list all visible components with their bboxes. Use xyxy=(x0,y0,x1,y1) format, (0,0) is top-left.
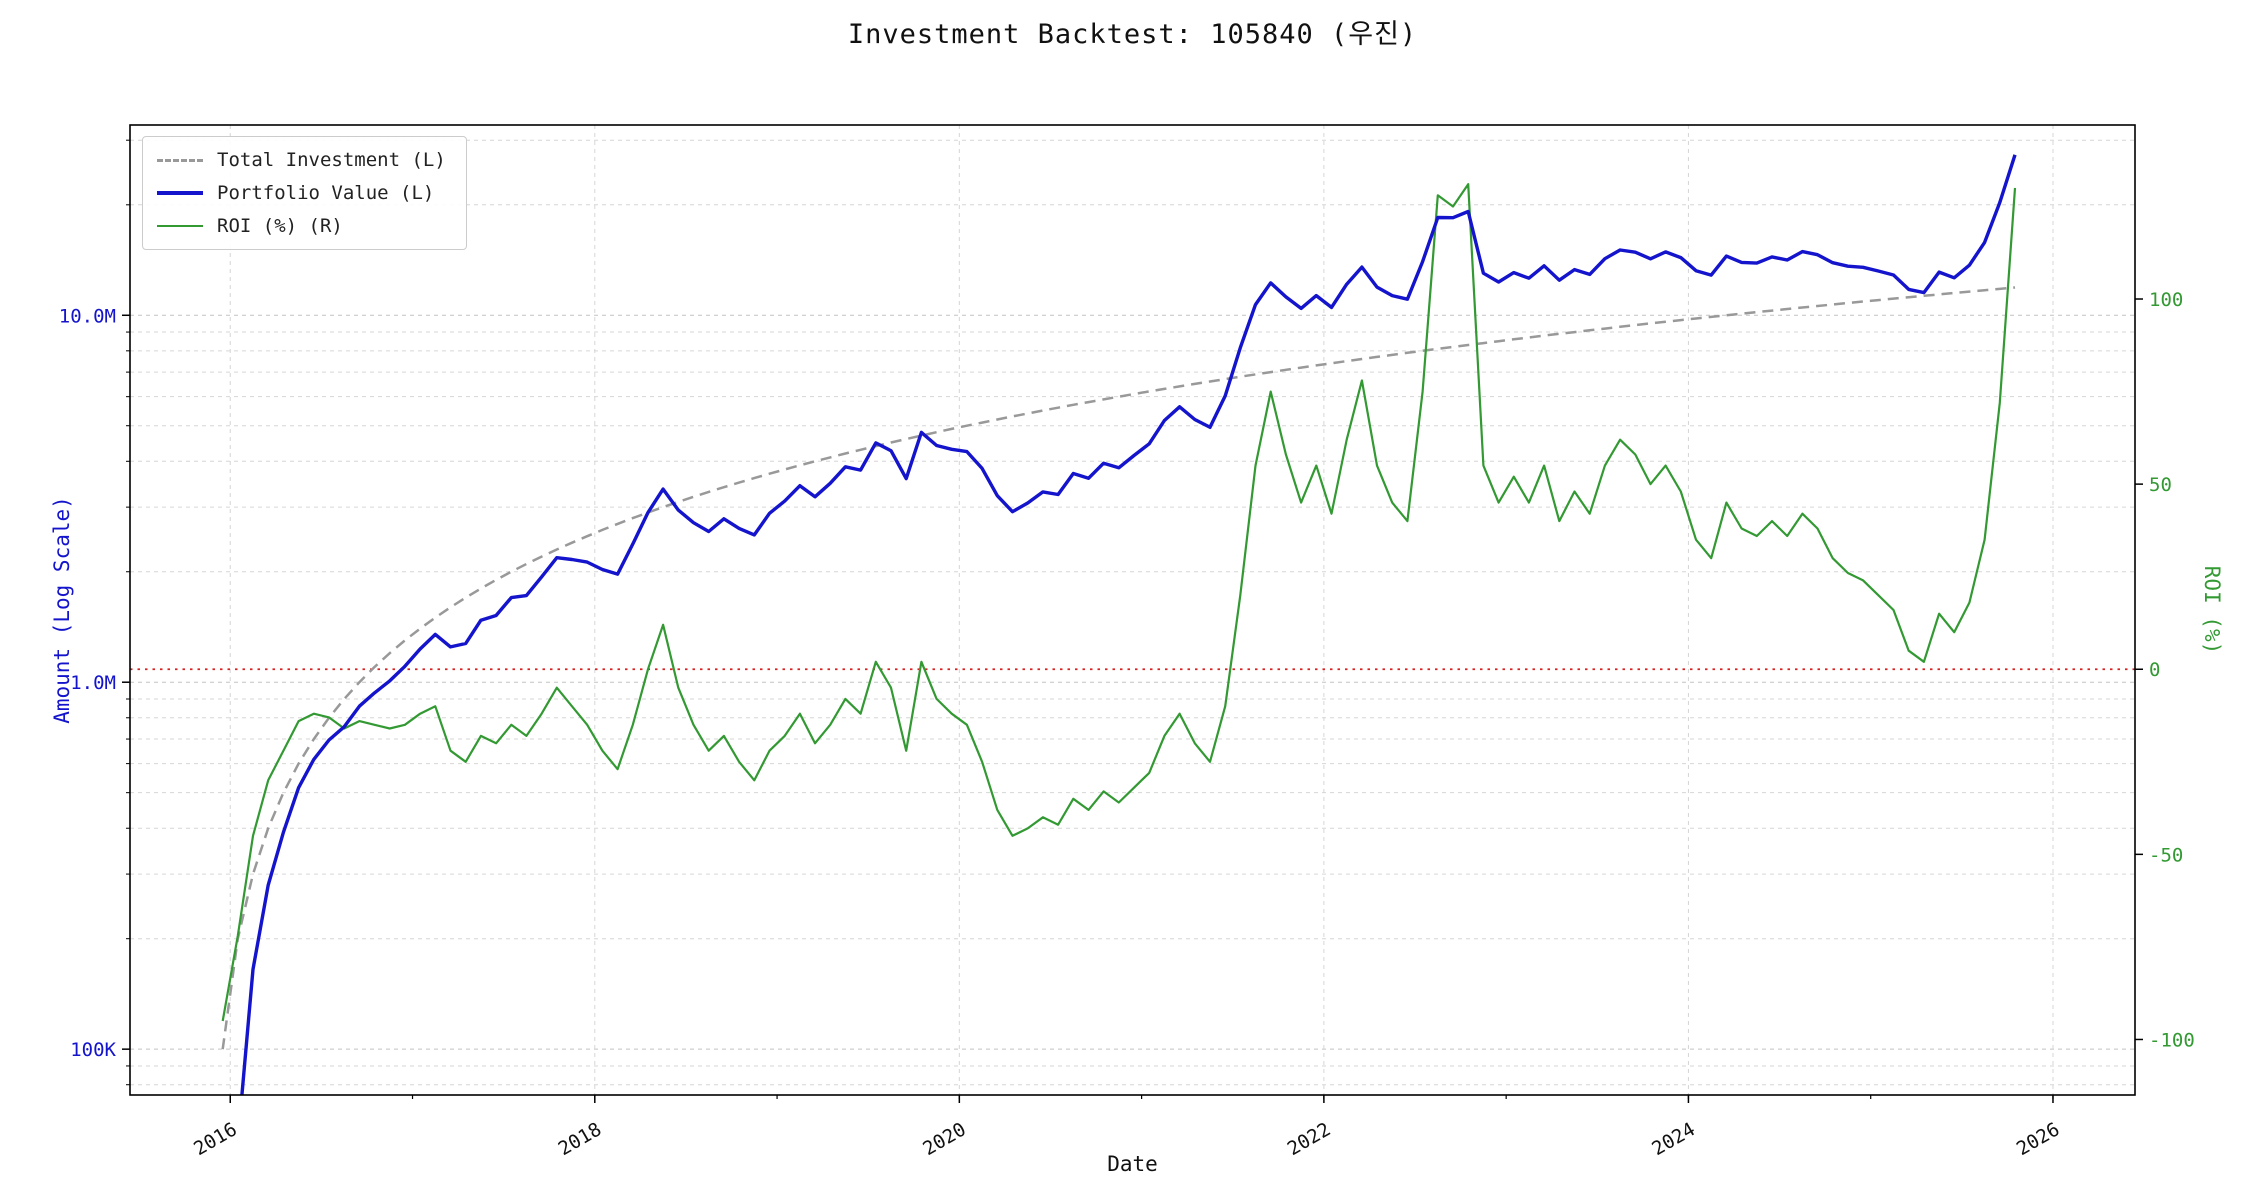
solid-line-sample-icon xyxy=(157,225,203,227)
chart-title: Investment Backtest: 105840 (우진) xyxy=(847,19,1418,50)
y-left-tick-label: 10.0M xyxy=(59,305,116,327)
legend: Total Investment (L) Portfolio Value (L)… xyxy=(142,136,467,250)
legend-item-roi: ROI (%) (R) xyxy=(157,215,446,237)
series-layer xyxy=(221,154,2017,1095)
legend-label: Total Investment (L) xyxy=(217,149,446,171)
y-right-tick-label: -100 xyxy=(2149,1029,2195,1051)
y-axis-label-left: Amount (Log Scale) xyxy=(50,496,74,724)
axes-spines xyxy=(129,124,2136,1096)
tick-marks xyxy=(122,139,2143,1103)
solid-line-sample-icon xyxy=(157,191,203,195)
dashed-line-sample-icon xyxy=(157,158,203,162)
x-axis-label: Date xyxy=(1107,1152,1158,1176)
legend-item-total-investment: Total Investment (L) xyxy=(157,149,446,171)
legend-label: ROI (%) (R) xyxy=(217,215,343,237)
y-axis-label-right: ROI (%) xyxy=(2200,565,2224,655)
y-right-tick-label: -50 xyxy=(2149,844,2183,866)
y-right-tick-label: 0 xyxy=(2149,659,2160,681)
series-roi xyxy=(221,183,2017,1022)
y-right-tick-label: 50 xyxy=(2149,474,2172,496)
series-total-investment xyxy=(221,286,2016,1050)
legend-label: Portfolio Value (L) xyxy=(217,182,435,204)
y-left-tick-label: 100K xyxy=(70,1039,116,1061)
grid-lines xyxy=(130,125,2135,1095)
series-portfolio-value xyxy=(240,154,2017,1095)
legend-item-portfolio-value: Portfolio Value (L) xyxy=(157,182,446,204)
y-right-tick-label: 100 xyxy=(2149,289,2183,311)
y-left-tick-label: 1.0M xyxy=(70,672,116,694)
